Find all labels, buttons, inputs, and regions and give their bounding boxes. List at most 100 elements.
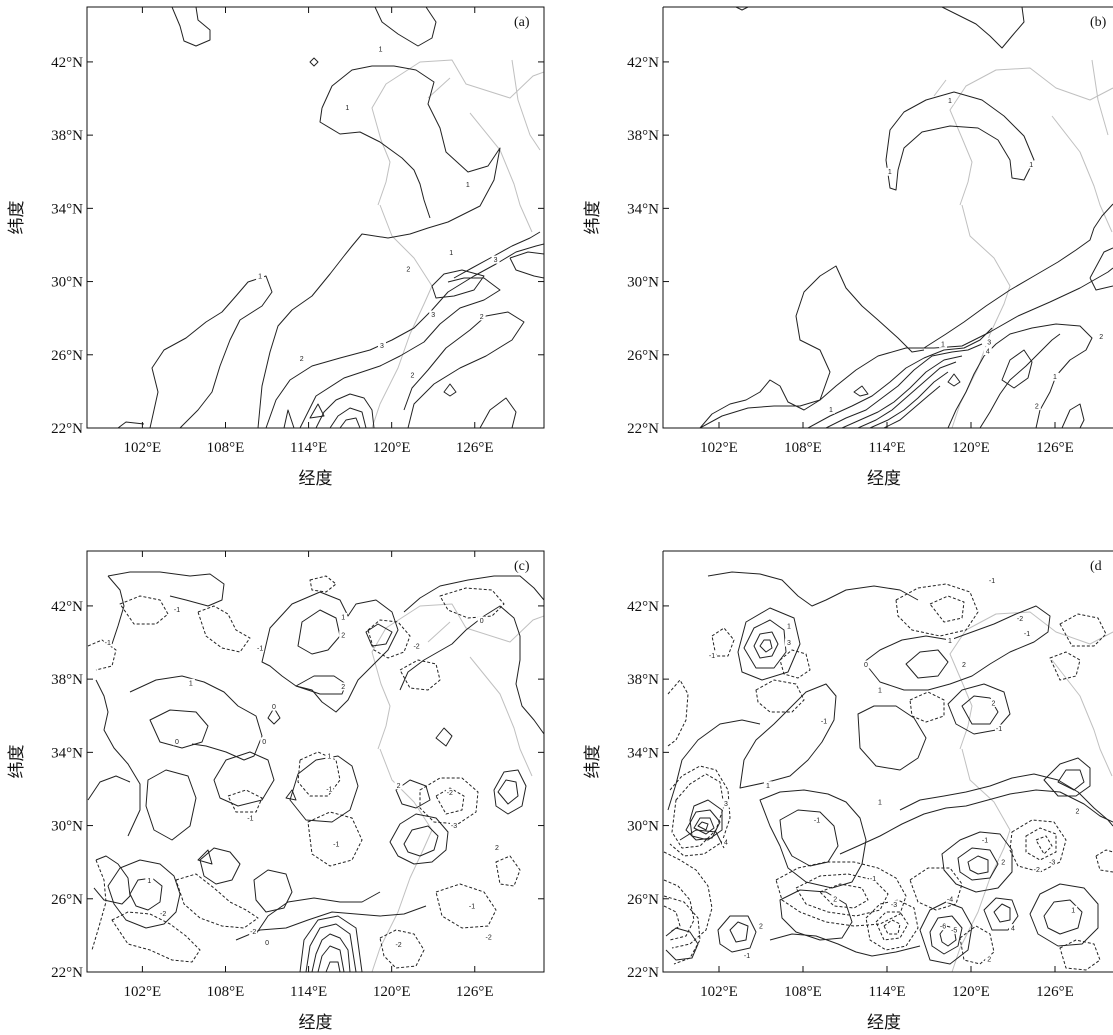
contour-line xyxy=(107,575,125,645)
contour-line xyxy=(885,91,1035,191)
contour-label-bg xyxy=(339,682,348,691)
contour-label-bg xyxy=(491,255,500,264)
x-tick-label: 108°E xyxy=(207,984,245,1000)
contour-line xyxy=(453,231,541,279)
plot-frame xyxy=(662,6,1113,429)
contour-label-bg xyxy=(946,636,954,645)
x-tick-label: 126°E xyxy=(456,440,494,456)
contour-label: -2 xyxy=(447,790,453,797)
contour-label: -1 xyxy=(814,818,820,825)
contour-line xyxy=(171,7,211,47)
contour-line xyxy=(1035,835,1053,855)
contour-label-bg xyxy=(343,103,352,112)
contour-line xyxy=(667,719,761,811)
contour-line xyxy=(129,675,263,761)
contour-line xyxy=(671,773,725,849)
contour-line xyxy=(1001,349,1033,389)
panel-label: (a) xyxy=(514,15,530,30)
y-axis-label: 纬度 xyxy=(583,745,602,779)
contour-label-bg xyxy=(785,622,793,631)
contour-line xyxy=(775,861,907,927)
contour-label-bg xyxy=(1009,924,1017,933)
contour-label-bg xyxy=(408,370,417,379)
contour-line xyxy=(399,659,441,691)
contour-label-bg xyxy=(876,797,884,806)
contour-label: 2 xyxy=(341,684,345,691)
contour-label-bg xyxy=(332,839,341,848)
contour-label: -4 xyxy=(947,896,953,903)
contour-label: 2 xyxy=(991,700,995,707)
y-tick-label: 38°N xyxy=(627,672,659,688)
contour-label-bg xyxy=(269,702,278,711)
contour-label-bg xyxy=(467,902,476,911)
y-tick-label: 42°N xyxy=(627,599,659,615)
contour-label: -2 xyxy=(250,929,256,936)
contour-line xyxy=(905,649,949,679)
contour-line xyxy=(309,403,325,419)
contour-line xyxy=(863,605,1051,691)
contour-label-bg xyxy=(1016,614,1024,623)
contour-label-bg xyxy=(249,927,258,936)
contour-line xyxy=(919,901,973,965)
contour-label: 1 xyxy=(948,638,952,645)
contour-line xyxy=(759,789,867,889)
contour-line xyxy=(979,333,1061,428)
contour-label: -2 xyxy=(1034,867,1040,874)
contour-label: -1 xyxy=(996,726,1002,733)
contour-label: -1 xyxy=(105,640,111,647)
contour-line xyxy=(129,877,163,911)
contour-line xyxy=(857,705,927,771)
contour-label-bg xyxy=(985,337,994,346)
y-tick-label: 34°N xyxy=(51,201,83,217)
contour-line xyxy=(495,855,521,887)
contour-line xyxy=(299,277,501,428)
contour-label: 3 xyxy=(724,801,728,808)
contour-line xyxy=(91,859,107,951)
contour-line xyxy=(283,409,295,428)
contour-label: 2 xyxy=(759,924,763,931)
contour-label: 0 xyxy=(175,739,179,746)
contour-label: 1 xyxy=(1071,907,1075,914)
panel-c-axes: 102°E 108°E 114°E 120°E 126°E 22°N 26°N 30°N 34°… xyxy=(7,550,545,1032)
contour-label-bg xyxy=(173,737,182,746)
contour-line xyxy=(779,649,811,679)
contour-label: 0 xyxy=(262,739,266,746)
contour-line xyxy=(395,779,431,809)
contour-line xyxy=(853,385,869,397)
contour-line xyxy=(289,755,359,823)
contour-label-bg xyxy=(995,724,1003,733)
contour-line xyxy=(419,777,479,825)
y-tick-label: 26°N xyxy=(51,348,83,364)
contour-line xyxy=(929,915,963,955)
contour-line xyxy=(697,821,709,831)
contour-line xyxy=(235,905,427,941)
y-tick-label: 38°N xyxy=(627,128,659,144)
y-tick-label: 22°N xyxy=(51,421,83,437)
contour-labels: -1 -1 -1 1 0 1 2 2 -2 0 0 0 1 -1 2 -2 -3 2 -1 -1 1 -2 -2 0 -1 -2 -… xyxy=(103,605,501,949)
contour-line xyxy=(753,631,779,659)
contour-line xyxy=(909,867,963,911)
contour-line xyxy=(961,695,999,725)
contour-label: 1 xyxy=(341,614,345,621)
contour-line xyxy=(319,107,431,219)
y-tick-label: 34°N xyxy=(627,745,659,761)
contour-line xyxy=(365,623,393,647)
contour-line xyxy=(679,829,725,849)
contour-line xyxy=(807,327,993,428)
contour-line xyxy=(667,679,689,747)
y-tick-label: 38°N xyxy=(51,672,83,688)
coastline xyxy=(511,59,541,151)
contour-line xyxy=(1059,613,1107,647)
contour-label-bg xyxy=(1069,905,1078,914)
coastline xyxy=(371,603,544,972)
contour-label: 3 xyxy=(380,343,384,350)
contour-line xyxy=(663,895,701,965)
y-tick-label: 30°N xyxy=(627,275,659,291)
contour-label-bg xyxy=(173,605,182,614)
contour-line xyxy=(493,769,527,815)
contour-label: -1 xyxy=(174,607,180,614)
contour-label: 3 xyxy=(787,640,791,647)
contour-line xyxy=(307,811,363,867)
contour-labels: -1 -2 -1 1 3 -1 1 2 0 1 -1 2 -1 1 3 4 -1 1 2 -1 2 -3 -2 -1 -3 2 -4… xyxy=(708,576,1082,964)
contour-label: 1 xyxy=(258,274,262,281)
